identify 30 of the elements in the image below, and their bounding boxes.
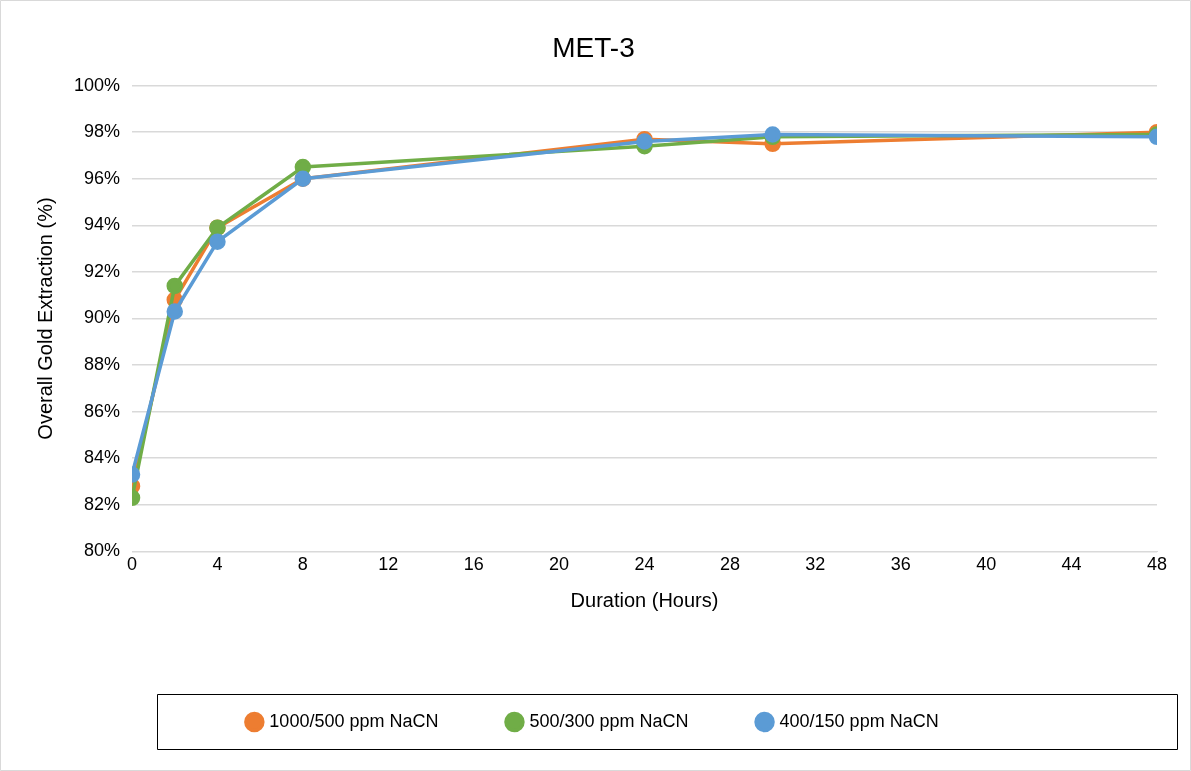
- x-tick-label: 48: [1146, 554, 1168, 575]
- y-tick-label: 94%: [84, 214, 121, 235]
- x-tick-label: 16: [463, 554, 484, 575]
- y-tick-label: 100%: [73, 74, 121, 95]
- x-tick-label: 12: [378, 554, 399, 575]
- x-tick-label: 24: [634, 554, 655, 575]
- x-tick-label: 44: [1061, 554, 1082, 575]
- x-tick-label: 40: [976, 554, 997, 575]
- y-tick-label: 96%: [84, 167, 121, 188]
- y-tick-label: 80%: [84, 540, 121, 561]
- x-tick-label: 36: [890, 554, 911, 575]
- y-tick-label: 90%: [84, 307, 121, 328]
- chart-title: MET-3: [552, 31, 635, 63]
- y-tick-label: 86%: [84, 400, 121, 421]
- x-tick-label: 32: [805, 554, 826, 575]
- y-tick-label: 98%: [84, 121, 121, 142]
- x-tick-label: 8: [297, 554, 308, 575]
- y-tick-label: 82%: [84, 493, 121, 514]
- legend-label: 500/300 ppm NaCN: [529, 710, 689, 731]
- y-tick-label: 92%: [84, 260, 121, 281]
- y-tick-label: 88%: [84, 354, 121, 375]
- y-axis-title: Overall Gold Extraction (%): [33, 197, 56, 440]
- legend-label: 1000/500 ppm NaCN: [269, 710, 439, 731]
- legend-label: 400/150 ppm NaCN: [779, 710, 939, 731]
- x-axis-title: Duration (Hours): [570, 588, 719, 611]
- x-tick-label: 20: [549, 554, 570, 575]
- x-tick-label: 28: [719, 554, 740, 575]
- x-tick-label: 4: [212, 554, 223, 575]
- x-tick-label: 0: [127, 554, 138, 575]
- y-tick-label: 84%: [84, 447, 121, 468]
